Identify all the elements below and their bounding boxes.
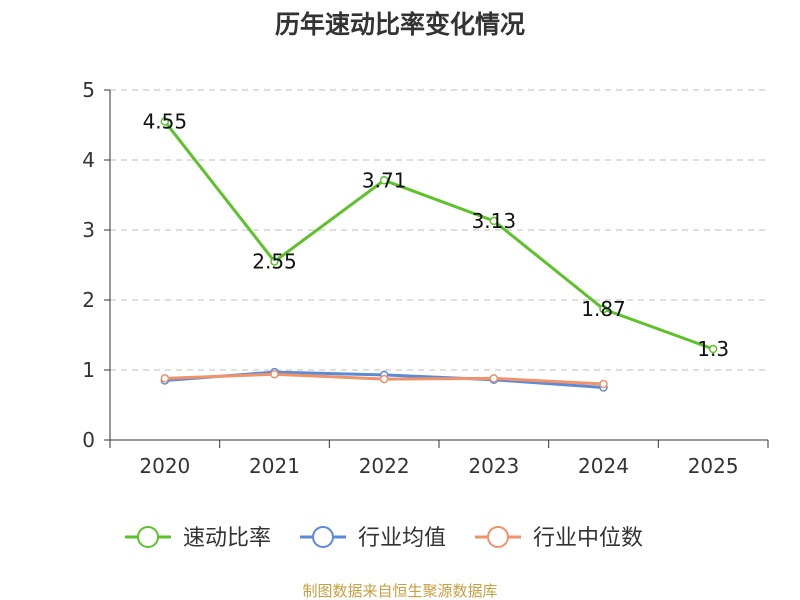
legend-item-1[interactable]: 速动比率	[125, 526, 271, 551]
y-tick-label: 0	[82, 428, 95, 452]
data-label: 4.55	[143, 110, 188, 134]
data-point-1[interactable]	[160, 117, 170, 126]
data-point-3[interactable]	[160, 374, 170, 383]
legend-label: 速动比率	[183, 526, 271, 551]
data-point-3[interactable]	[379, 374, 389, 384]
data-point-3[interactable]	[489, 374, 499, 383]
x-tick-label: 2024	[578, 454, 629, 478]
data-label: 2.55	[252, 250, 297, 274]
gridlines	[110, 89, 768, 371]
legend-circle-icon	[487, 526, 509, 548]
legend-circle-icon	[137, 526, 159, 548]
data-point-1[interactable]	[270, 257, 279, 266]
legend-item-2[interactable]: 行业均值	[300, 526, 446, 551]
data-label: 1.3	[697, 337, 729, 361]
y-tick-label: 5	[82, 78, 95, 102]
legend-circle-icon	[312, 526, 334, 548]
data-point-3[interactable]	[599, 379, 608, 389]
data-point-1[interactable]	[708, 344, 718, 354]
data-label: 1.87	[581, 297, 626, 321]
data-point-1[interactable]	[489, 216, 499, 226]
data-label: 3.71	[362, 168, 407, 192]
y-tick-label: 3	[82, 218, 95, 242]
data-point-1[interactable]	[599, 304, 608, 314]
y-tick-label: 4	[82, 148, 95, 172]
data-source-note: 制图数据来自恒生聚源数据库	[302, 582, 497, 600]
x-tick-label: 2023	[468, 454, 519, 478]
x-tick-label: 2021	[249, 454, 300, 478]
data-point-1[interactable]	[379, 176, 389, 185]
axes: 0 1 2 3 4 5 2020 2021 2022 2023 2024 2025	[82, 78, 769, 478]
x-tick-label: 2022	[359, 454, 410, 478]
y-tick-label: 2	[82, 288, 95, 312]
legend-label: 行业均值	[358, 526, 446, 551]
data-label: 3.13	[472, 209, 517, 233]
series-group	[160, 117, 718, 392]
data-point-3[interactable]	[270, 369, 279, 379]
data-labels: 4.55 2.55 3.71 3.13 1.87 1.3	[143, 110, 730, 362]
x-tick-label: 2025	[688, 454, 739, 478]
legend-label: 行业中位数	[533, 526, 643, 551]
legend-item-3[interactable]: 行业中位数	[475, 526, 643, 551]
series-line-1	[163, 120, 714, 351]
legend[interactable]: 速动比率 行业均值 行业中位数	[125, 526, 643, 551]
chart-title: 历年速动比率变化情况	[275, 10, 525, 39]
x-tick-label: 2020	[139, 454, 190, 478]
y-tick-label: 1	[82, 358, 95, 382]
